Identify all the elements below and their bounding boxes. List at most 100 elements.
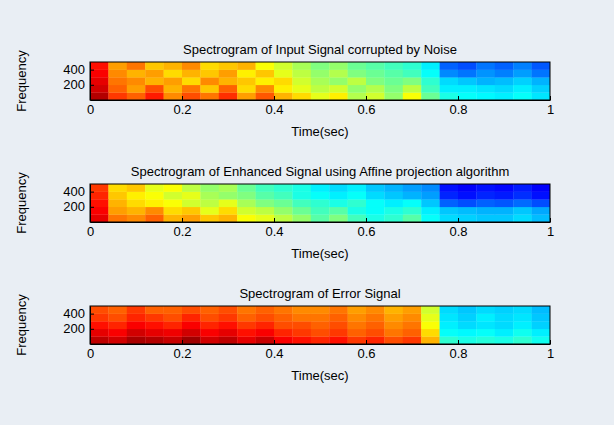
x-tick-mark bbox=[458, 218, 459, 222]
cell bbox=[108, 85, 127, 93]
cell bbox=[108, 70, 127, 78]
cell bbox=[366, 70, 385, 78]
cell bbox=[403, 199, 422, 207]
cell bbox=[237, 62, 256, 70]
cell bbox=[440, 336, 459, 344]
cell bbox=[219, 192, 238, 200]
x-tick-label: 0.2 bbox=[173, 224, 191, 239]
cell bbox=[421, 199, 440, 207]
cell bbox=[366, 192, 385, 200]
plot-background bbox=[90, 306, 550, 344]
cell bbox=[108, 207, 127, 215]
cell bbox=[256, 62, 275, 70]
cell bbox=[90, 77, 109, 85]
cell bbox=[348, 207, 367, 215]
x-tick: 1 bbox=[547, 218, 554, 239]
y-tick: 200 bbox=[63, 199, 94, 214]
cell bbox=[495, 192, 514, 200]
cell bbox=[348, 184, 367, 192]
cell bbox=[182, 192, 201, 200]
x-tick: 0.2 bbox=[173, 218, 191, 239]
cell bbox=[458, 77, 477, 85]
x-tick-label: 0.6 bbox=[357, 346, 375, 361]
cell bbox=[495, 70, 514, 78]
cells bbox=[90, 62, 550, 100]
y-tick: 400 bbox=[63, 62, 94, 77]
cell bbox=[127, 321, 146, 329]
cell bbox=[145, 184, 164, 192]
cell bbox=[458, 329, 477, 337]
cell bbox=[164, 199, 183, 207]
cell bbox=[532, 192, 550, 200]
y-tick-mark bbox=[90, 70, 94, 71]
cell bbox=[292, 321, 311, 329]
cell bbox=[200, 92, 219, 100]
cell bbox=[274, 70, 293, 78]
cell bbox=[532, 184, 550, 192]
cell bbox=[219, 77, 238, 85]
cell bbox=[403, 70, 422, 78]
x-tick-label: 0.8 bbox=[449, 224, 467, 239]
cell bbox=[127, 306, 146, 314]
cell bbox=[384, 192, 403, 200]
cell bbox=[403, 92, 422, 100]
plot-frame bbox=[90, 184, 550, 222]
cell bbox=[495, 92, 514, 100]
cell bbox=[164, 207, 183, 215]
y-tick-label: 200 bbox=[63, 199, 85, 214]
cell bbox=[329, 329, 348, 337]
cell bbox=[403, 85, 422, 93]
cell bbox=[348, 70, 367, 78]
cell bbox=[108, 214, 127, 222]
x-tick: 0.8 bbox=[449, 218, 467, 239]
cell bbox=[292, 199, 311, 207]
panel: 00.20.40.60.81200400Spectrogram of Input… bbox=[14, 42, 554, 139]
x-tick: 0.6 bbox=[357, 340, 375, 361]
cell bbox=[384, 77, 403, 85]
cell bbox=[421, 336, 440, 344]
cell bbox=[256, 199, 275, 207]
cell bbox=[219, 306, 238, 314]
cell bbox=[200, 214, 219, 222]
y-tick-mark bbox=[90, 314, 94, 315]
cell bbox=[366, 214, 385, 222]
cell bbox=[292, 314, 311, 322]
cell bbox=[421, 77, 440, 85]
x-tick: 0.2 bbox=[173, 96, 191, 117]
cell bbox=[108, 62, 127, 70]
cell bbox=[513, 192, 532, 200]
cell bbox=[145, 207, 164, 215]
y-tick: 200 bbox=[63, 321, 94, 336]
cell bbox=[384, 62, 403, 70]
cell bbox=[108, 306, 127, 314]
cell bbox=[513, 199, 532, 207]
x-tick-label: 0.4 bbox=[265, 346, 283, 361]
cell bbox=[164, 77, 183, 85]
x-tick: 0.4 bbox=[265, 96, 283, 117]
y-tick-label: 400 bbox=[63, 184, 85, 199]
cell bbox=[164, 192, 183, 200]
cell bbox=[90, 306, 109, 314]
cell bbox=[403, 306, 422, 314]
cell bbox=[329, 192, 348, 200]
x-axis-line bbox=[91, 344, 551, 345]
cell bbox=[164, 92, 183, 100]
cell bbox=[256, 77, 275, 85]
cell bbox=[366, 336, 385, 344]
x-tick-mark bbox=[274, 340, 275, 344]
cell bbox=[90, 214, 109, 222]
cell bbox=[200, 321, 219, 329]
cell bbox=[90, 199, 109, 207]
cell bbox=[90, 184, 109, 192]
cell bbox=[440, 321, 459, 329]
cell bbox=[348, 199, 367, 207]
cell bbox=[90, 336, 109, 344]
x-tick-mark bbox=[458, 340, 459, 344]
cell bbox=[440, 314, 459, 322]
cell bbox=[532, 306, 550, 314]
cell bbox=[458, 306, 477, 314]
cell bbox=[495, 77, 514, 85]
y-axis-title: Frequency bbox=[14, 172, 29, 234]
y-tick-label: 200 bbox=[63, 321, 85, 336]
cell bbox=[329, 77, 348, 85]
